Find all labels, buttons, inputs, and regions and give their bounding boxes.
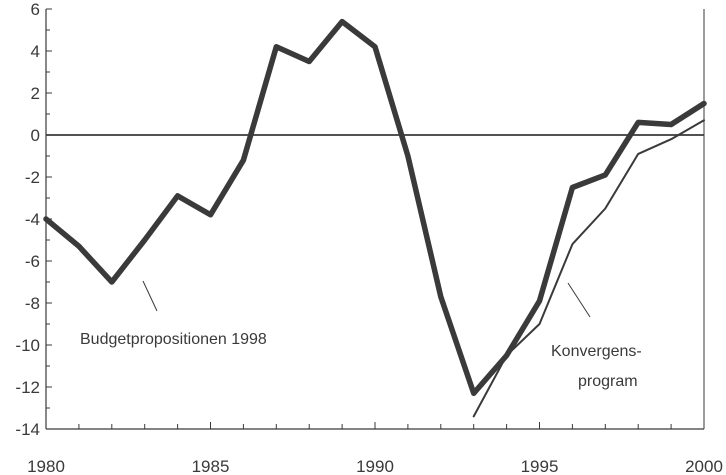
series-layer [43, 18, 707, 418]
konvergens-annotation-label-line2: program [578, 373, 638, 390]
x-tick-label: 2000 [685, 457, 723, 475]
y-tick-label: -14 [15, 420, 40, 439]
y-tick-label: 6 [31, 0, 40, 19]
y-tick-label: 4 [31, 42, 40, 61]
konvergensprogram-line [472, 119, 705, 418]
axes [45, 8, 705, 430]
konvergens-annotation-leader [567, 282, 591, 318]
x-tick-label: 1990 [356, 457, 394, 475]
y-tick-label: -2 [25, 168, 40, 187]
y-tick-labels: 6 4 2 0 -2 -4 -6 -8 -10 -12 -14 [15, 0, 40, 439]
x-tick-label: 1995 [521, 457, 559, 475]
x-tick-labels: 1980 1985 1990 1995 2000 [27, 457, 723, 475]
x-tick-label: 1985 [192, 457, 230, 475]
y-tick-label: 0 [31, 126, 40, 145]
y-tick-label: -10 [15, 336, 40, 355]
y-tick-label: -6 [25, 252, 40, 271]
budget-annotation-leader [142, 280, 158, 312]
budget-annotation-label: Budgetpropositionen 1998 [80, 331, 267, 348]
budgetpropositionen-line [43, 18, 707, 397]
y-tick-label: -8 [25, 294, 40, 313]
y-tick-label: 2 [31, 84, 40, 103]
konvergens-annotation-label-line1: Konvergens- [551, 343, 642, 360]
x-tick-label: 1980 [27, 457, 65, 475]
y-tick-label: -4 [25, 210, 40, 229]
y-tick-label: -12 [15, 378, 40, 397]
